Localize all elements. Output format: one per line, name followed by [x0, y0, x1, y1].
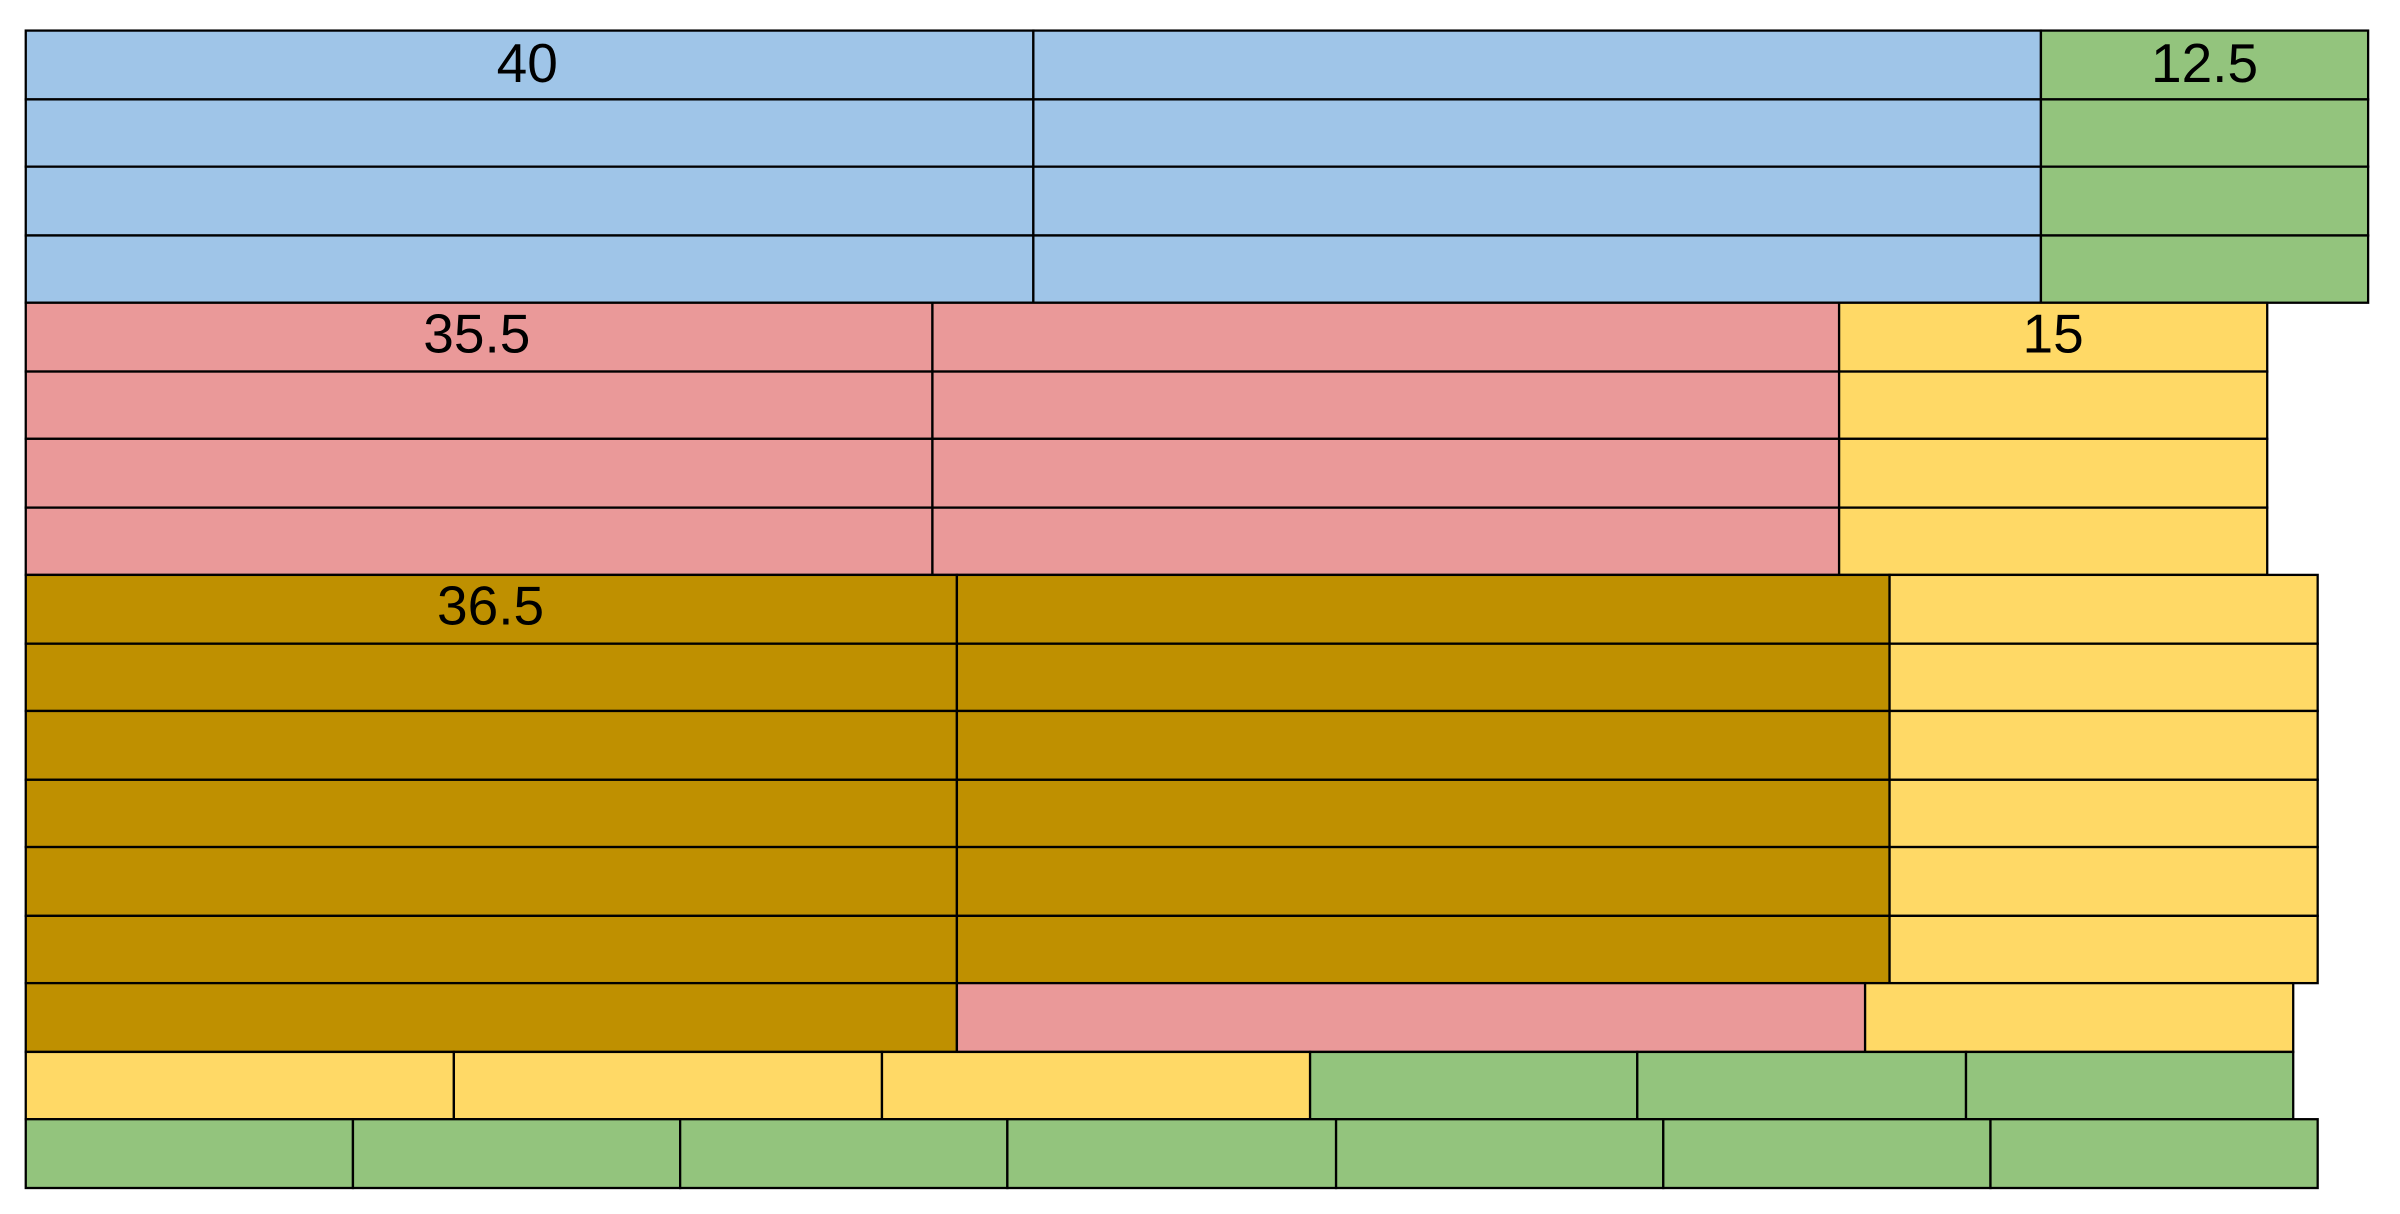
cell	[1989, 1118, 2319, 1190]
cell	[1837, 437, 2269, 509]
block-label: 15	[2023, 302, 2084, 364]
cell	[24, 981, 959, 1054]
cell	[24, 370, 934, 440]
cell	[955, 573, 1891, 645]
cell	[24, 437, 934, 509]
block-label: 40	[497, 32, 558, 94]
cell	[1032, 234, 2043, 304]
cell	[1888, 642, 2319, 713]
cell	[24, 709, 959, 781]
cell	[955, 845, 1891, 917]
cell	[880, 1050, 1312, 1121]
cell	[1888, 573, 2319, 645]
cell	[931, 506, 1841, 577]
cell	[931, 301, 1841, 373]
cell	[1863, 981, 2295, 1054]
cell	[1837, 370, 2269, 440]
cell	[1636, 1050, 1968, 1121]
cell	[1964, 1050, 2295, 1121]
cell	[2039, 165, 2370, 237]
cell	[24, 1050, 456, 1121]
cell	[24, 29, 1035, 101]
cell	[1837, 301, 2269, 373]
cell	[24, 98, 1035, 168]
cell	[2039, 234, 2370, 304]
cell	[1032, 29, 2043, 101]
cell	[679, 1118, 1009, 1190]
cell	[955, 778, 1891, 849]
cell	[1837, 506, 2269, 577]
cell	[1888, 709, 2319, 781]
cells	[24, 29, 2370, 1190]
cell	[955, 642, 1891, 713]
cell	[931, 437, 1841, 509]
cell	[24, 778, 959, 849]
cell	[955, 709, 1891, 781]
cell	[931, 370, 1841, 440]
cell	[1888, 778, 2319, 849]
cell	[1006, 1118, 1338, 1190]
cell	[24, 1118, 355, 1190]
cell	[2039, 98, 2370, 168]
cell	[24, 301, 934, 373]
block-label: 35.5	[423, 302, 530, 364]
cell	[351, 1118, 682, 1190]
cell	[2039, 29, 2370, 101]
cell	[955, 981, 1867, 1054]
cell	[452, 1050, 884, 1121]
cell	[24, 914, 959, 985]
cell	[1888, 845, 2319, 917]
cell	[24, 845, 959, 917]
cell	[24, 234, 1035, 304]
cell	[24, 506, 934, 577]
block-label: 36.5	[437, 575, 544, 637]
cell	[1308, 1050, 1639, 1121]
cell	[1662, 1118, 1992, 1190]
block-label: 12.5	[2151, 32, 2258, 94]
cell	[955, 914, 1891, 985]
cell	[1032, 98, 2043, 168]
cell	[1888, 914, 2319, 985]
cell	[24, 165, 1035, 237]
cell	[1334, 1118, 1665, 1190]
cell	[24, 642, 959, 713]
cell	[1032, 165, 2043, 237]
